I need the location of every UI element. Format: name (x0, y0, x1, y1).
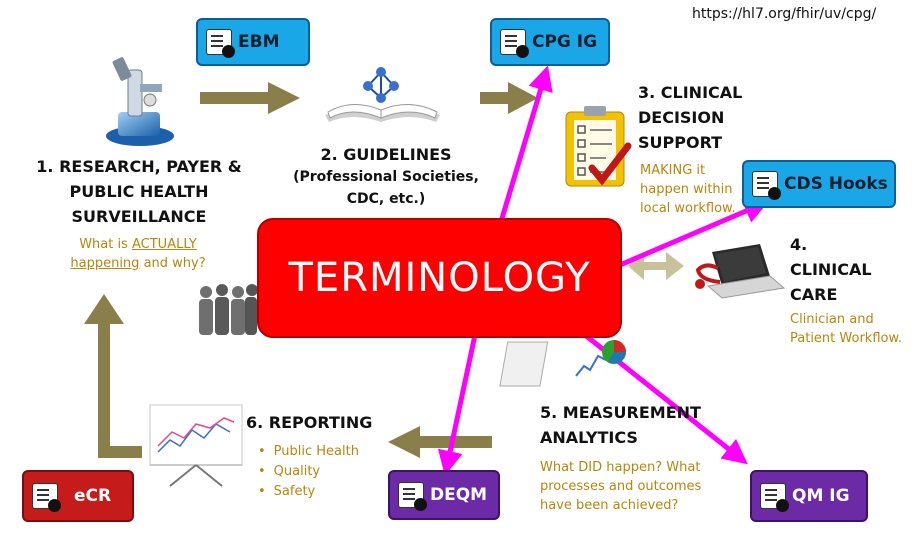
measurement-title-line: 5. MEASUREMENT (540, 403, 701, 422)
microscope-icon (106, 57, 174, 146)
research-subtitle-emphasis: ACTUALLY (132, 237, 197, 252)
cds-subtitle: MAKING it happen within local workflow. (640, 161, 760, 218)
measurement-subtitle-line: What DID happen? What (540, 460, 701, 475)
reporting-bullet: Safety (258, 482, 359, 502)
flow-arrow-measurement-to-reporting (388, 426, 492, 458)
laptop-stethoscope-icon (695, 244, 786, 299)
research-title: 1. RESEARCH, PAYER & PUBLIC HEALTH SURVE… (36, 154, 242, 229)
deqm-label: DEQM (430, 485, 488, 505)
research-subtitle-text: and why? (139, 256, 206, 271)
cpg-ig-label: CPG IG (532, 32, 598, 52)
document-icon (500, 29, 529, 58)
ecr-label: eCR (74, 486, 112, 506)
document-icon (398, 482, 427, 511)
connector-to-deqm (437, 334, 478, 476)
presentation-chart-icon (149, 404, 243, 487)
care-title-line: CARE (790, 285, 838, 304)
flow-arrow-research-to-guidelines (200, 82, 300, 114)
research-subtitle-text: What is (79, 237, 132, 252)
care-subtitle-line: Clinician and (790, 312, 874, 327)
cds-subtitle-line: MAKING it (640, 163, 706, 178)
cds-hooks-label: CDS Hooks (784, 174, 888, 194)
book-molecule-icon (325, 67, 440, 122)
terminology-box[interactable]: TERMINOLOGY (257, 218, 622, 338)
reporting-bullet: Public Health (258, 442, 359, 462)
qm-ig-badge[interactable]: QM IG (750, 470, 868, 522)
cpg-ig-badge[interactable]: CPG IG (490, 18, 610, 66)
analytics-chart-icon (499, 340, 626, 387)
care-title-line: 4. (790, 235, 808, 254)
clipboard-checklist-icon (565, 106, 632, 187)
ecr-badge[interactable]: eCR (22, 470, 134, 522)
qm-ig-label: QM IG (792, 486, 850, 506)
research-title-line: PUBLIC HEALTH (69, 182, 209, 201)
cds-subtitle-line: happen within (640, 182, 733, 197)
reporting-bullet: Quality (258, 462, 359, 482)
care-title-line: CLINICAL (790, 260, 872, 279)
research-title-line: 1. RESEARCH, PAYER & (36, 157, 242, 176)
measurement-subtitle-line: processes and outcomes (540, 479, 702, 494)
document-icon (752, 171, 781, 200)
reporting-title: 6. REPORTING (246, 413, 373, 432)
research-title-line: SURVEILLANCE (71, 207, 207, 226)
measurement-title-line: ANALYTICS (540, 428, 638, 447)
connector-to-cds-hooks (619, 199, 770, 268)
care-subtitle-line: Patient Workflow. (790, 331, 903, 346)
research-subtitle: What is ACTUALLY happening and why? (60, 235, 216, 273)
guidelines-title: 2. GUIDELINES (320, 145, 452, 164)
guidelines-details-line: (Professional Societies, (293, 169, 479, 185)
document-icon (760, 483, 789, 512)
connector-to-cpg-ig (497, 65, 553, 226)
document-icon (206, 29, 235, 58)
flow-arrow-guidelines-to-cds (480, 82, 538, 114)
reporting-bullets: Public Health Quality Safety (258, 442, 359, 502)
deqm-badge[interactable]: DEQM (388, 470, 500, 520)
measurement-subtitle-line: have been achieved? (540, 498, 679, 513)
research-subtitle-emphasis: happening (70, 256, 140, 271)
care-title: 4. CLINICAL CARE (790, 232, 900, 307)
cds-hooks-badge[interactable]: CDS Hooks (742, 160, 896, 208)
cds-title-line: 3. CLINICAL (638, 83, 743, 102)
source-url[interactable]: https://hl7.org/fhir/uv/cpg/ (692, 6, 877, 22)
cds-title-line: DECISION (638, 108, 725, 127)
flow-arrow-reporting-to-research (84, 294, 142, 458)
measurement-title: 5. MEASUREMENT ANALYTICS (540, 400, 730, 450)
cds-subtitle-line: local workflow. (640, 201, 736, 216)
ebm-badge[interactable]: EBM (196, 18, 310, 66)
guidelines-details-line: CDC, etc.) (346, 191, 426, 207)
people-silhouettes-icon (199, 284, 258, 335)
terminology-label: TERMINOLOGY (288, 255, 591, 301)
cds-title: 3. CLINICAL DECISION SUPPORT (638, 80, 768, 155)
measurement-subtitle: What DID happen? What processes and outc… (540, 458, 740, 515)
document-icon (32, 483, 61, 512)
guidelines-details: (Professional Societies, CDC, etc.) (280, 166, 492, 210)
ebm-label: EBM (238, 32, 280, 52)
cds-title-line: SUPPORT (638, 133, 723, 152)
care-subtitle: Clinician and Patient Workflow. (790, 310, 918, 348)
